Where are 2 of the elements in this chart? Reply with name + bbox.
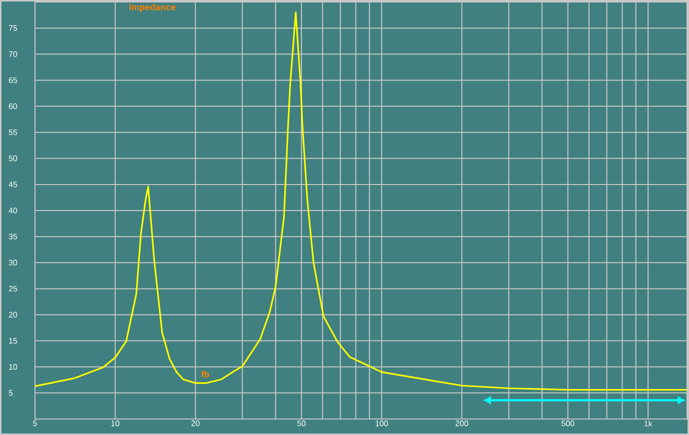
chart-title: Impedance (130, 4, 176, 12)
annotation: fb (201, 370, 210, 378)
